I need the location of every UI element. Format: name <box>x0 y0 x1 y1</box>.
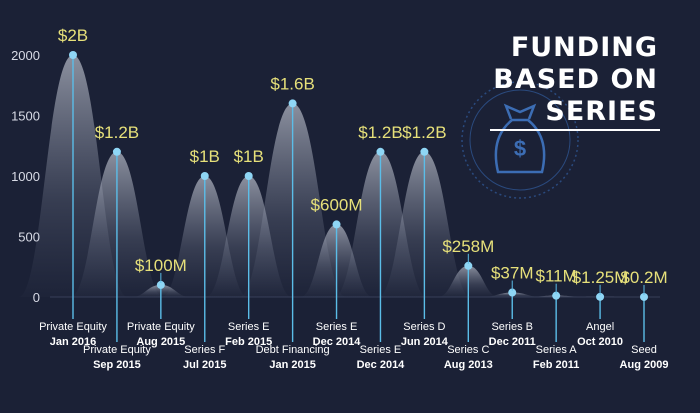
data-point <box>508 288 517 297</box>
round-label: Angel <box>586 321 614 333</box>
value-label: $1.2B <box>402 123 446 142</box>
title-line-3: SERIES <box>545 96 658 127</box>
y-tick-label: 0 <box>33 290 40 305</box>
title-line-2: BASED ON <box>493 64 658 95</box>
data-point <box>596 292 605 301</box>
data-point <box>69 51 77 59</box>
date-label: Dec 2014 <box>313 336 362 348</box>
y-tick-label: 2000 <box>11 48 40 63</box>
value-label: $100M <box>135 256 187 275</box>
value-label: $1.6B <box>270 74 314 93</box>
round-label: Series A <box>536 344 578 356</box>
dollar-sign: $ <box>514 136 526 161</box>
round-label: Series D <box>403 321 445 333</box>
value-label: $2B <box>58 26 88 45</box>
money-bag-icon: $ <box>494 103 546 174</box>
round-label: Series C <box>447 344 489 356</box>
y-tick-label: 1000 <box>11 169 40 184</box>
date-label: Dec 2011 <box>489 336 536 348</box>
date-label: Jul 2015 <box>183 359 226 371</box>
value-label: $1.2B <box>358 123 402 142</box>
date-label: Aug 2015 <box>136 336 185 348</box>
date-label: Jun 2014 <box>401 336 449 348</box>
date-label: Feb 2015 <box>225 336 272 348</box>
value-label: $1B <box>190 147 220 166</box>
value-label: $600M <box>311 195 363 214</box>
data-point <box>200 172 209 180</box>
data-point <box>288 99 297 108</box>
data-point <box>640 292 648 301</box>
title-line-1: FUNDING <box>510 32 658 63</box>
value-label: $0.2M <box>620 268 667 287</box>
round-label: Series B <box>491 321 533 333</box>
date-label: Dec 2014 <box>357 359 406 371</box>
value-label: $1.25M <box>572 268 629 287</box>
money-bag-emblem: $ <box>461 81 579 199</box>
date-label: Aug 2013 <box>444 359 493 371</box>
value-label: $1B <box>234 147 264 166</box>
value-label: $258M <box>442 237 494 256</box>
y-tick-label: 500 <box>18 230 40 245</box>
round-label: Debt Financing <box>256 344 330 356</box>
title-underline <box>490 129 660 131</box>
round-label: Seed <box>631 344 657 356</box>
round-label: Series E <box>316 321 358 333</box>
value-label: $11M <box>536 267 577 286</box>
round-label: Series F <box>184 344 225 356</box>
data-point <box>464 261 473 270</box>
data-point <box>420 147 429 156</box>
data-point <box>332 220 341 229</box>
date-label: Aug 2009 <box>620 359 669 371</box>
round-label: Private Equity <box>83 344 151 356</box>
round-label: Private Equity <box>39 321 107 333</box>
round-label: Series E <box>360 344 402 356</box>
data-point <box>156 280 165 289</box>
round-label: Series E <box>228 321 270 333</box>
data-point <box>244 172 253 180</box>
y-tick-label: 1500 <box>11 109 40 124</box>
date-label: Feb 2011 <box>533 359 579 371</box>
date-label: Jan 2016 <box>50 336 96 348</box>
value-label: $1.2B <box>95 123 139 142</box>
data-point <box>112 147 121 156</box>
data-point <box>376 147 385 156</box>
date-label: Oct 2010 <box>577 336 623 348</box>
date-label: Sep 2015 <box>93 359 141 371</box>
round-label: Private Equity <box>127 321 195 333</box>
data-point <box>552 291 561 300</box>
value-label: $37M <box>491 264 534 283</box>
date-label: Jan 2015 <box>269 359 315 371</box>
